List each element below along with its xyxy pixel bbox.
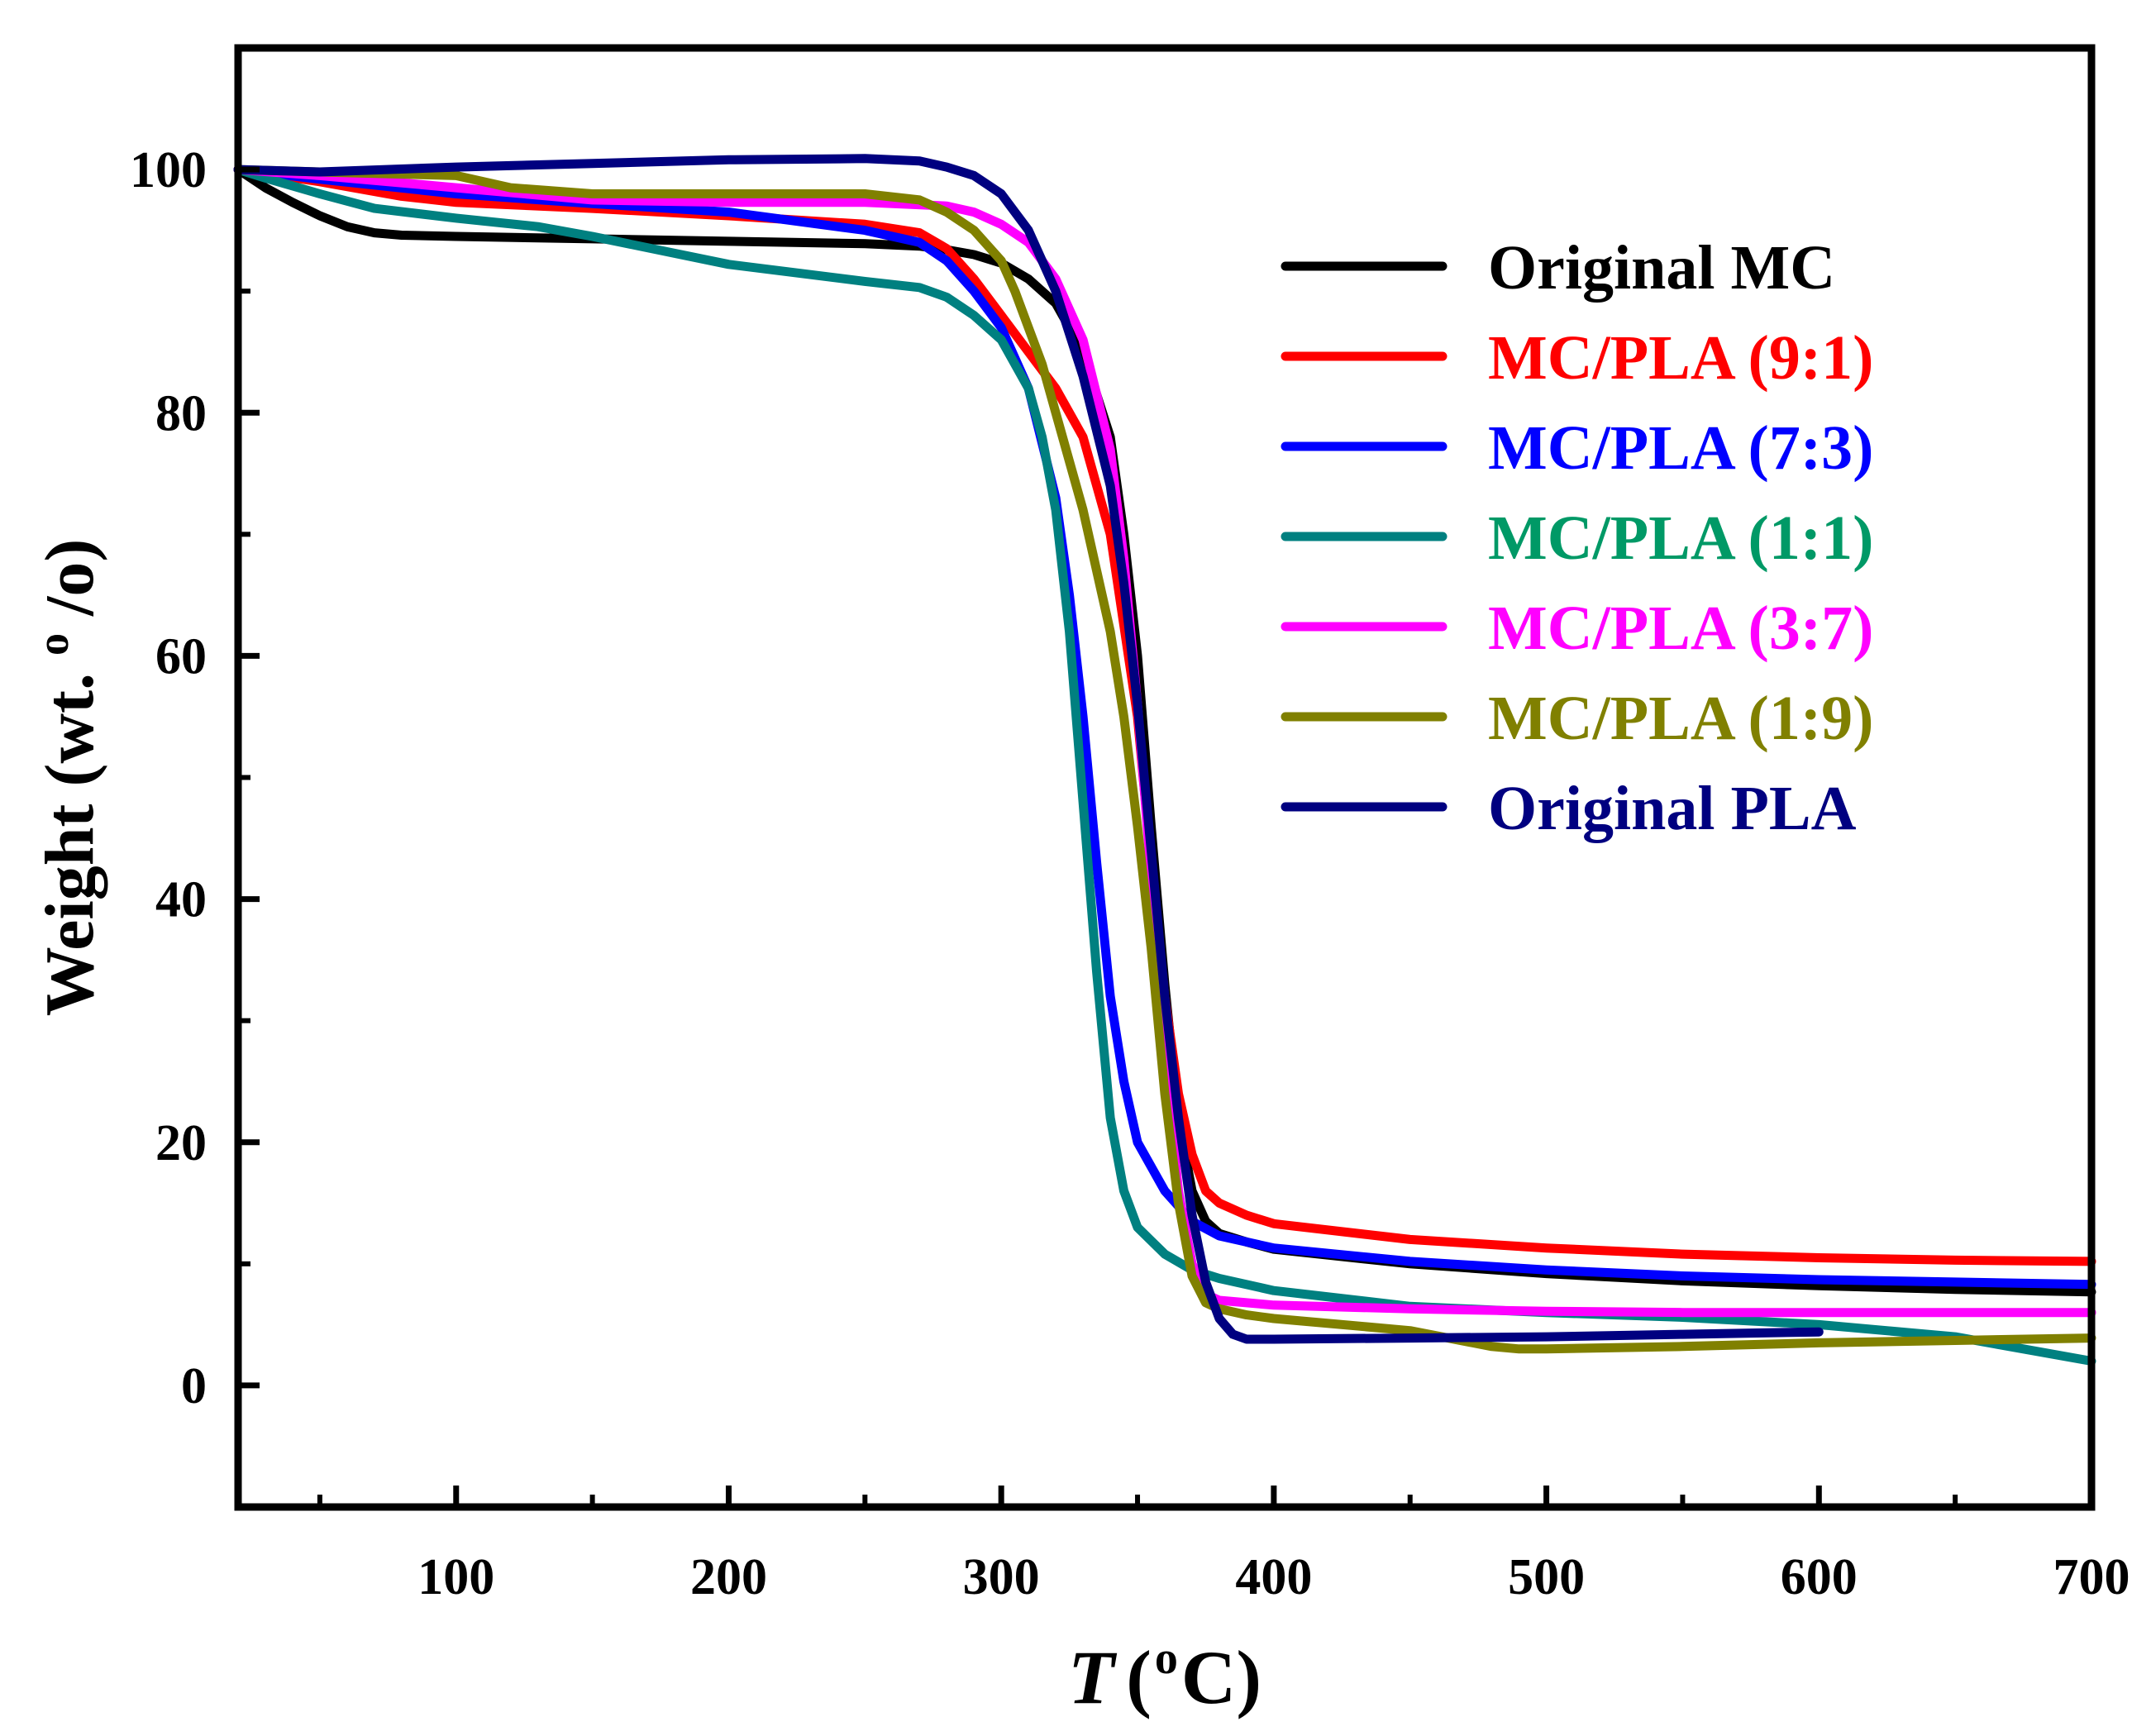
x-tick-label: 100: [417, 1549, 494, 1605]
series-line-5: [233, 165, 2096, 1354]
y-tick-label: 100: [130, 142, 207, 198]
x-tick-label: 600: [1781, 1549, 1858, 1605]
y-axis-title: Weight (wt. o /o): [7, 539, 108, 1017]
y-tick-label: 60: [155, 628, 207, 684]
legend-label-2: MC/PLA (7:3): [1488, 413, 1873, 483]
legend: Original MC MC/PLA (9:1) MC/PLA (7:3) MC/PL…: [1281, 233, 1873, 843]
y-axis-label-suffix: /o): [31, 539, 108, 617]
legend-label-6: Original PLA: [1488, 774, 1857, 843]
y-tick-label: 40: [155, 872, 207, 928]
legend-label-1: MC/PLA (9:1): [1488, 323, 1873, 393]
y-tick-label: 0: [181, 1358, 207, 1414]
legend-label-0: Original MC: [1488, 233, 1835, 303]
x-tick-label: 700: [2053, 1549, 2130, 1605]
series-layer: [233, 154, 2096, 1366]
x-tick-label: 500: [1508, 1549, 1585, 1605]
x-tick-label: 400: [1235, 1549, 1312, 1605]
series-line-6: [233, 154, 1824, 1344]
y-axis-label-sup: o: [28, 633, 78, 656]
x-tick-label: 200: [690, 1549, 767, 1605]
legend-label-4: MC/PLA (3:7): [1488, 594, 1873, 663]
x-axis-unit-suffix: C): [1181, 1635, 1262, 1719]
y-tick-label: 80: [155, 385, 207, 441]
legend-label-3: MC/PLA (1:1): [1488, 503, 1873, 573]
x-axis-unit-prefix: (: [1126, 1635, 1152, 1719]
x-axis-unit-sup: o: [1155, 1633, 1178, 1684]
x-axis-title: T ( o C): [1068, 1633, 1262, 1719]
x-tick-label: 300: [963, 1549, 1040, 1605]
y-tick-label: 20: [155, 1115, 207, 1171]
series-line-2: [233, 165, 2096, 1290]
legend-label-5: MC/PLA (1:9): [1488, 684, 1873, 753]
ticks-layer: 100 200 300 400 500 600 700 0 20 40 60 80 100: [130, 45, 2130, 1605]
x-axis-symbol: T: [1068, 1635, 1118, 1719]
y-axis-label-prefix: Weight (wt.: [31, 673, 108, 1016]
